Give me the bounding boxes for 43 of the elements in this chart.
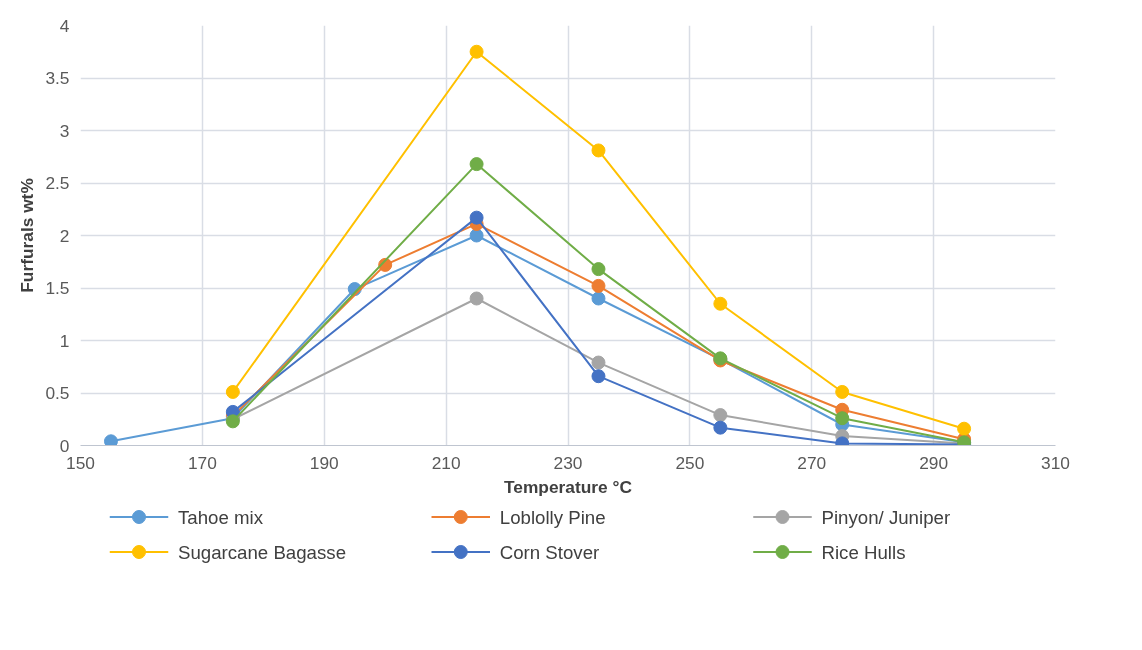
- y-axis-title: Furfurals wt%: [17, 178, 38, 293]
- x-tick-label: 270: [797, 452, 827, 473]
- legend-label: Loblolly Pine: [499, 506, 606, 528]
- point: [225, 384, 240, 399]
- point: [591, 278, 606, 293]
- y-tick-label: 1.5: [45, 278, 70, 298]
- x-tick-label: 310: [1041, 452, 1070, 473]
- legend-label: Pinyon/ Juniper: [821, 506, 951, 528]
- y-tick-label: 1: [59, 330, 70, 351]
- x-tick-label: 210: [431, 452, 461, 473]
- point: [469, 228, 484, 243]
- x-tick-label: 190: [309, 452, 339, 473]
- x-tick-label: 170: [187, 452, 217, 473]
- point: [835, 384, 850, 399]
- x-tick-label: 230: [553, 452, 583, 473]
- point: [591, 355, 606, 370]
- x-tick-label: 250: [675, 452, 705, 473]
- point: [713, 296, 728, 311]
- y-tick-label: 4: [59, 15, 70, 36]
- legend-label: Tahoe mix: [178, 506, 264, 528]
- x-tick-label: 290: [919, 452, 949, 473]
- point: [591, 262, 606, 277]
- point: [591, 369, 606, 384]
- point: [591, 291, 606, 306]
- y-tick-label: 2.5: [45, 173, 70, 193]
- point: [713, 408, 728, 423]
- y-tick-label: 0.5: [45, 383, 70, 403]
- point: [469, 44, 484, 59]
- legend-label: Sugarcane Bagasse: [178, 541, 347, 563]
- point: [591, 143, 606, 158]
- point: [469, 157, 484, 172]
- legend-label: Corn Stover: [499, 541, 600, 563]
- point: [957, 421, 972, 436]
- point: [103, 434, 118, 446]
- y-tick-label: 3: [59, 120, 70, 141]
- point: [835, 411, 850, 426]
- y-tick-label: 3.5: [45, 68, 70, 88]
- point: [713, 420, 728, 435]
- y-tick-label: 2: [59, 225, 70, 246]
- x-axis-title: Temperature °C: [504, 476, 633, 497]
- legend-label: Rice Hulls: [821, 541, 906, 563]
- point: [469, 210, 484, 225]
- point: [469, 291, 484, 306]
